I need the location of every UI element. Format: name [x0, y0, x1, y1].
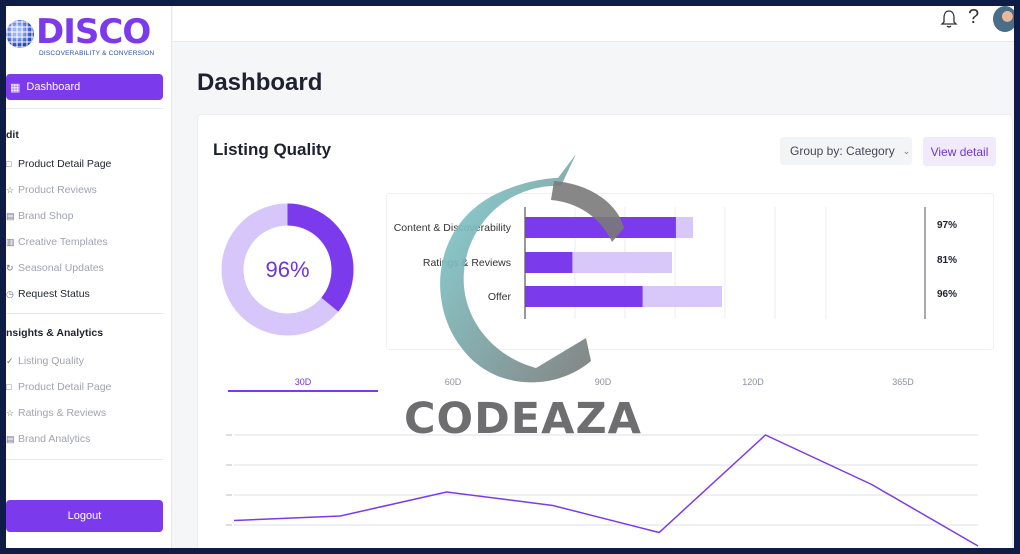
- sidebar-item-label: Seasonal Updates: [18, 262, 104, 274]
- sidebar-item-label: Dashboard: [26, 81, 81, 93]
- sidebar-item-label: Product Detail Page: [18, 381, 112, 393]
- star-icon: ☆: [6, 407, 15, 418]
- sidebar-item-label: Creative Templates: [18, 236, 108, 248]
- group-by-select[interactable]: Group by: Category ⌄: [780, 137, 912, 165]
- line-chart: [226, 434, 979, 547]
- template-icon: ▥: [6, 236, 15, 247]
- top-bar: ?: [173, 6, 1014, 42]
- bar-value-label: 96%: [937, 289, 957, 300]
- page-title: Dashboard: [197, 69, 323, 96]
- logout-button[interactable]: Logout: [6, 500, 163, 532]
- tab-120d[interactable]: 120D: [742, 377, 764, 387]
- sidebar-item-label: Brand Analytics: [18, 433, 91, 445]
- bar-category-label: Offer: [488, 291, 512, 303]
- watermark-text: CODEAZA: [404, 394, 642, 444]
- sidebar-item-request-status[interactable]: ◷ Request Status: [6, 288, 90, 300]
- bell-icon[interactable]: [940, 9, 958, 29]
- tab-30d[interactable]: 30D: [294, 377, 312, 387]
- sidebar-item-listing-quality[interactable]: ✓ Listing Quality: [6, 355, 84, 367]
- bar-value-label: 81%: [937, 255, 957, 266]
- bar-chart-panel: [386, 193, 994, 350]
- sidebar-item-label: Listing Quality: [18, 355, 84, 367]
- sidebar-item-brand-analytics[interactable]: ▤ Brand Analytics: [6, 433, 90, 445]
- document-icon: □: [6, 382, 12, 392]
- active-tab-indicator: [228, 390, 378, 392]
- bar-chart: Content & Discoverability 97% Ratings & Re…: [394, 207, 957, 319]
- sidebar: DISCO DISCOVERABILITY & CONVERSION ▦ Das…: [6, 6, 172, 548]
- sidebar-item-label: Product Reviews: [18, 184, 97, 196]
- clock-icon: ◷: [6, 288, 14, 299]
- bar-fill: [525, 286, 643, 307]
- refresh-icon: ↻: [6, 262, 14, 273]
- view-detail-button[interactable]: View detail: [923, 137, 996, 166]
- listing-quality-card: Listing Quality Group by: Category ⌄ Vie…: [197, 114, 1013, 548]
- card-title: Listing Quality: [213, 140, 332, 159]
- sidebar-item-product-reviews[interactable]: ☆ Product Reviews: [6, 184, 97, 196]
- donut-arc: [221, 203, 354, 336]
- donut-chart: [221, 203, 354, 336]
- store-icon: ▤: [6, 210, 15, 221]
- tab-60d[interactable]: 60D: [444, 377, 462, 387]
- section-title-insights: nsights & Analytics: [6, 327, 104, 339]
- bar-category-label: Ratings & Reviews: [423, 257, 511, 269]
- main-content: Dashboard Listing Quality Group by: Cate…: [173, 43, 1014, 548]
- divider: [6, 459, 163, 460]
- tab-365d[interactable]: 365D: [892, 377, 914, 387]
- sidebar-item-dashboard[interactable]: ▦ Dashboard: [6, 74, 163, 100]
- sidebar-item-label: Brand Shop: [18, 210, 74, 222]
- help-icon[interactable]: ?: [968, 6, 980, 28]
- star-icon: ☆: [6, 184, 15, 195]
- brand-tagline: DISCOVERABILITY & CONVERSION: [39, 50, 155, 57]
- disco-ball-icon: [6, 20, 34, 48]
- bar-value-label: 97%: [937, 220, 957, 231]
- bar-fill: [525, 217, 676, 238]
- sidebar-item-label: Request Status: [18, 288, 90, 300]
- chart-icon: ▤: [6, 433, 15, 444]
- avatar[interactable]: [993, 6, 1014, 32]
- sidebar-item-product-detail-analytics[interactable]: □ Product Detail Page: [6, 381, 111, 393]
- check-icon: ✓: [6, 355, 14, 366]
- divider: [6, 108, 163, 109]
- chevron-down-icon: ⌄: [902, 145, 911, 156]
- sidebar-item-label: Ratings & Reviews: [18, 407, 107, 419]
- sidebar-item-product-detail-page[interactable]: □ Product Detail Page: [6, 158, 111, 170]
- sidebar-item-brand-shop[interactable]: ▤ Brand Shop: [6, 210, 73, 222]
- sidebar-item-creative-templates[interactable]: ▥ Creative Templates: [6, 236, 108, 248]
- sidebar-item-label: Product Detail Page: [18, 158, 112, 170]
- series-line: [233, 434, 979, 547]
- brand-logo[interactable]: DISCO DISCOVERABILITY & CONVERSION: [6, 12, 166, 57]
- app-window: DISCO DISCOVERABILITY & CONVERSION ▦ Das…: [6, 6, 1014, 548]
- document-icon: □: [6, 159, 12, 169]
- brand-name: DISCO: [36, 12, 151, 52]
- bar-fill: [525, 252, 573, 273]
- bar-category-label: Content & Discoverability: [394, 222, 512, 234]
- group-by-label: Group by: Category: [790, 144, 895, 158]
- grid-icon: ▦: [10, 81, 21, 94]
- sidebar-item-ratings-reviews[interactable]: ☆ Ratings & Reviews: [6, 407, 106, 419]
- tab-90d[interactable]: 90D: [594, 377, 612, 387]
- divider: [6, 313, 163, 314]
- section-title-edit: dit: [6, 129, 19, 141]
- donut-value: 96%: [265, 256, 310, 282]
- sidebar-item-seasonal-updates[interactable]: ↻ Seasonal Updates: [6, 262, 104, 274]
